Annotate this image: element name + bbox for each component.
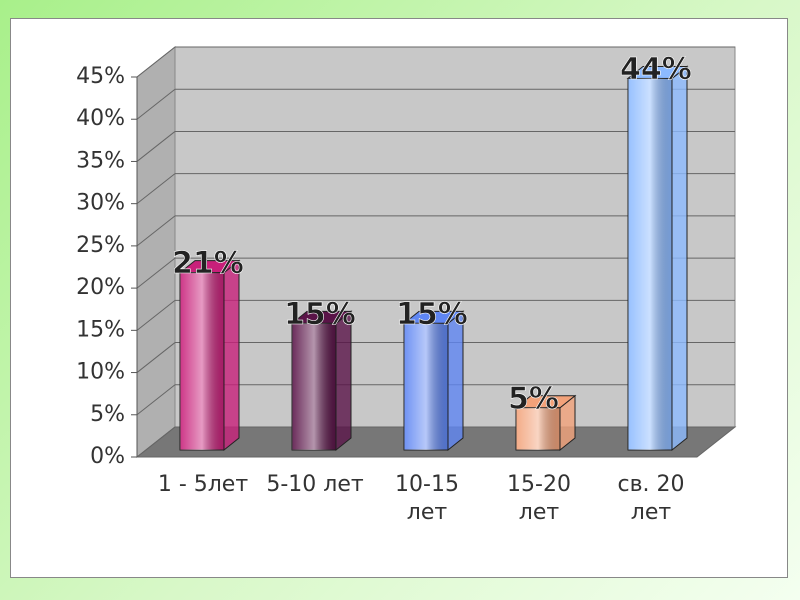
grid-line <box>136 257 176 289</box>
grid-line <box>136 173 176 205</box>
x-tick-label: 15-20 лет <box>507 472 571 525</box>
value-label: 44% <box>620 52 692 87</box>
bar-shade <box>404 323 448 450</box>
y-tick-label: 25% <box>76 233 125 258</box>
value-label: 5% <box>508 381 559 416</box>
y-tick-label: 35% <box>76 148 125 173</box>
side-wall <box>136 45 176 459</box>
bar-shade <box>292 323 336 450</box>
bar-shade <box>180 272 224 450</box>
value-label: 15% <box>284 297 356 332</box>
grid-line <box>136 215 176 247</box>
y-tick-label: 15% <box>76 317 125 342</box>
x-tick-label: 5-10 лет <box>266 472 364 497</box>
bar-shade <box>516 407 560 450</box>
y-tick-label: 0% <box>90 444 125 469</box>
x-tick-label: 1 - 5лет <box>157 472 249 497</box>
y-tick-label: 20% <box>76 275 125 300</box>
y-tick-label: 40% <box>76 106 125 131</box>
x-tick-label: св. 20 лет <box>617 472 685 525</box>
y-tick-label: 5% <box>90 402 125 427</box>
grid-line <box>136 131 176 162</box>
value-label: 21% <box>172 246 244 281</box>
bar-shade <box>628 78 672 450</box>
bar-side <box>335 310 352 452</box>
bar-side <box>447 310 464 452</box>
value-label: 15% <box>396 297 468 332</box>
grid-line <box>136 299 176 331</box>
y-tick-label: 45% <box>76 64 125 89</box>
grid-line <box>136 384 176 416</box>
grid-line <box>136 426 176 458</box>
grid-line <box>136 46 176 78</box>
grid-line <box>136 342 176 373</box>
y-tick-label: 30% <box>76 191 125 216</box>
y-tick-label: 10% <box>76 360 125 385</box>
bar-side <box>671 65 688 452</box>
bar-side <box>223 259 240 452</box>
grid-line <box>136 88 176 120</box>
x-tick-label: 10-15 лет <box>395 472 459 525</box>
